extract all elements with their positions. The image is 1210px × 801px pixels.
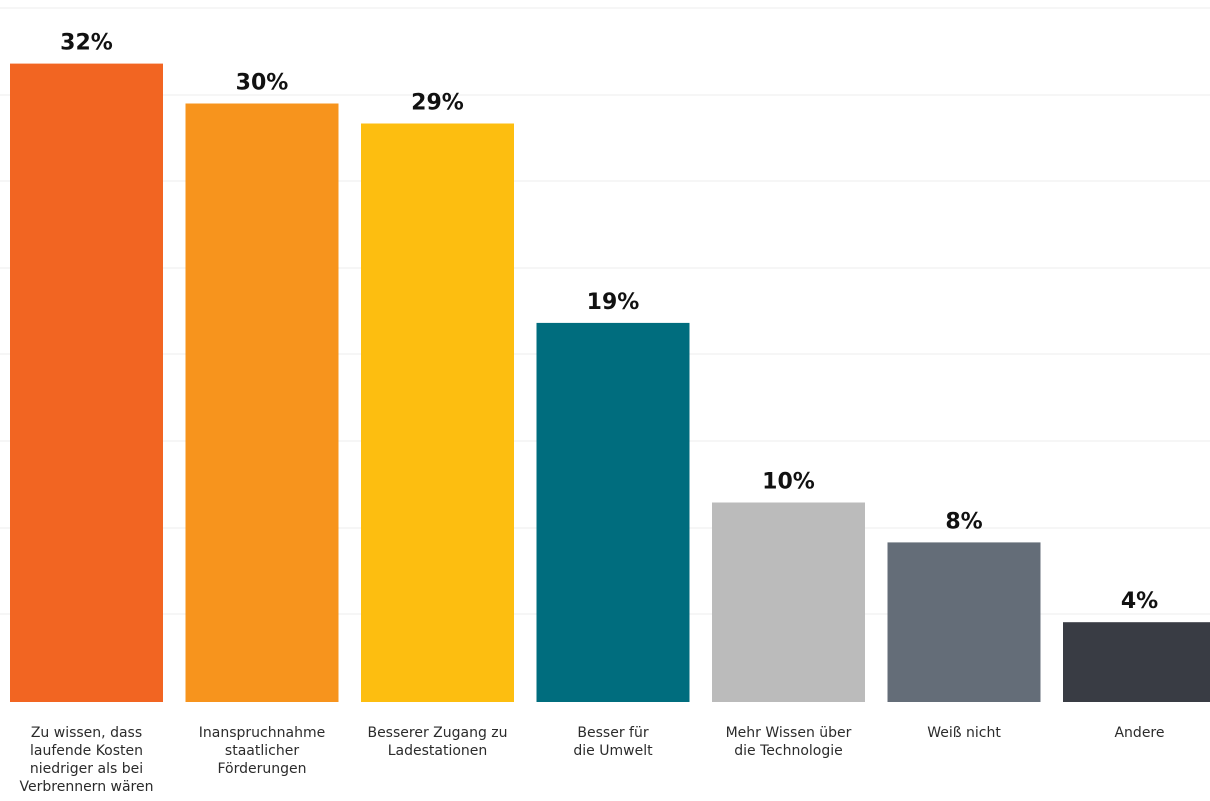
x-tick-label-0: Zu wissen, dass laufende Kosten niedrige… xyxy=(19,725,154,795)
value-label-3: 19% xyxy=(587,290,640,315)
value-label-4: 10% xyxy=(762,470,815,495)
value-label-5: 8% xyxy=(945,509,982,534)
value-labels: 32% 30% 29% 19% 10% 8% 4% xyxy=(60,31,1158,615)
value-label-6: 4% xyxy=(1121,589,1158,614)
x-tick-label-4: Mehr Wissen über die Technologie xyxy=(725,725,852,759)
bar-2 xyxy=(361,123,514,702)
x-tick-label-1: Inanspruchnahme staatlicher Förderungen xyxy=(198,725,326,777)
bar-3 xyxy=(536,322,690,702)
bar-0 xyxy=(10,63,163,703)
value-label-1: 30% xyxy=(236,71,289,96)
bar-5 xyxy=(887,542,1041,702)
x-tick-label-5: Weiß nicht xyxy=(927,725,1001,741)
x-tick-label-2: Besserer Zugang zu Ladestationen xyxy=(367,725,508,759)
value-label-0: 32% xyxy=(60,31,113,56)
bars xyxy=(10,63,1210,703)
bar-6 xyxy=(1063,622,1210,702)
bar-4 xyxy=(712,502,865,702)
x-tick-label-3: Besser für die Umwelt xyxy=(573,725,653,759)
x-tick-label-6: Andere xyxy=(1114,725,1165,741)
bar-1 xyxy=(185,103,339,702)
value-label-2: 29% xyxy=(411,91,464,116)
